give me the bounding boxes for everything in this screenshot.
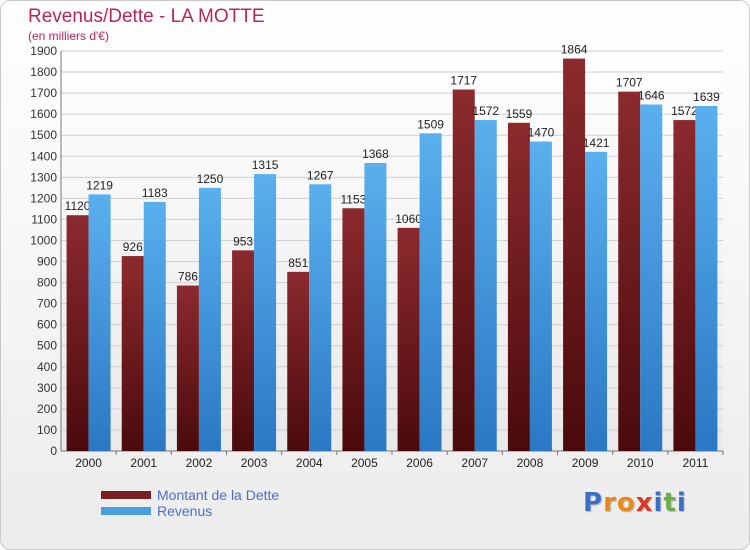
logo-letter: x [635,488,654,518]
x-tick-label: 2009 [572,456,599,470]
bar-revenus [364,163,387,451]
data-label-dette: 1153 [341,192,367,206]
bar-revenus [474,120,497,451]
x-tick-label: 2002 [186,456,213,470]
bar-dette [232,250,255,451]
data-label-dette: 851 [288,256,308,270]
y-tick-label: 1000 [30,233,57,247]
bar-revenus [88,194,111,452]
bar-revenus [419,133,442,451]
bar-dette [563,58,586,451]
x-tick-label: 2004 [296,456,323,470]
legend-label-revenus: Revenus [157,503,213,519]
y-tick-label: 0 [50,444,57,458]
y-tick-label: 1300 [30,170,57,184]
data-label-dette: 953 [233,234,253,248]
y-tick-label: 1400 [30,149,57,163]
data-label-dette: 786 [178,270,198,284]
x-tick-label: 2006 [406,456,433,470]
x-tick-label: 2007 [461,456,488,470]
bar-dette [66,215,89,451]
x-tick-label: 2010 [627,456,654,470]
chart-subtitle: (en milliers d'€) [28,29,109,43]
y-tick-label: 1600 [30,107,57,121]
x-tick-label: 2008 [517,456,544,470]
chart-title: Revenus/Dette - LA MOTTE [28,6,265,27]
data-label-revenus: 1646 [638,88,665,102]
logo-letter: P [583,488,604,518]
data-label-revenus: 1315 [252,158,279,172]
data-label-dette: 1060 [395,212,422,226]
data-label-dette: 1572 [671,104,698,118]
bar-revenus [585,151,608,451]
logo-letter: i [653,488,664,518]
data-label-dette: 1120 [65,199,91,213]
x-tick-label: 2003 [241,456,268,470]
y-tick-label: 1900 [30,44,57,58]
y-tick-label: 1800 [30,65,57,79]
x-tick-label: 2011 [683,456,709,470]
y-tick-label: 900 [37,255,57,269]
data-label-dette: 926 [123,240,143,254]
bar-dette [287,271,310,451]
data-label-dette: 1864 [561,43,588,57]
data-label-revenus: 1183 [142,186,168,200]
bar-revenus [529,141,552,452]
data-label-revenus: 1368 [362,147,389,161]
legend-swatch-revenus [101,507,151,515]
bar-dette [618,91,641,451]
bar-dette [397,227,420,451]
data-label-revenus: 1219 [86,178,113,192]
y-tick-label: 1200 [30,191,57,205]
x-tick-label: 2005 [351,456,378,470]
y-tick-label: 400 [37,360,57,374]
data-label-dette: 1707 [616,76,643,90]
data-label-revenus: 1267 [307,168,334,182]
bar-revenus [143,201,166,451]
y-tick-label: 1100 [31,212,57,226]
data-label-dette: 1717 [450,74,477,88]
data-label-revenus: 1639 [693,90,720,104]
bar-dette [673,120,696,451]
logo-letter: o [616,488,636,518]
bar-dette [176,285,199,451]
y-tick-label: 1500 [30,128,57,142]
bar-dette [507,122,530,451]
y-tick-label: 300 [37,381,57,395]
legend-swatch-dette [101,491,151,499]
data-label-revenus: 1509 [417,117,444,131]
plot-area [61,51,723,451]
x-tick-label: 2000 [75,456,102,470]
y-tick-label: 800 [37,276,57,290]
x-tick-label: 2001 [130,456,157,470]
y-tick-label: 700 [37,297,57,311]
logo-letter: r [603,488,617,518]
bar-dette [452,89,475,452]
data-label-revenus: 1572 [472,104,499,118]
y-tick-label: 600 [37,318,57,332]
data-label-dette: 1559 [506,107,533,121]
bar-dette [121,256,144,451]
data-label-revenus: 1470 [528,126,555,140]
bar-dette [342,208,365,451]
y-tick-label: 100 [37,423,57,437]
data-label-revenus: 1250 [197,172,224,186]
y-tick-label: 200 [37,402,57,416]
bar-revenus [254,174,277,451]
data-label-revenus: 1421 [583,136,610,150]
bar-revenus [695,105,718,452]
logo-letter: i [676,488,687,518]
y-tick-label: 1700 [30,86,57,100]
bar-revenus [198,187,221,451]
y-tick-label: 500 [37,339,57,353]
legend-label-dette: Montant de la Dette [157,487,280,503]
logo-letter: t [663,488,677,518]
bar-revenus [640,104,663,451]
bar-revenus [309,184,332,451]
proxiti-logo: Proxiti [583,488,687,518]
